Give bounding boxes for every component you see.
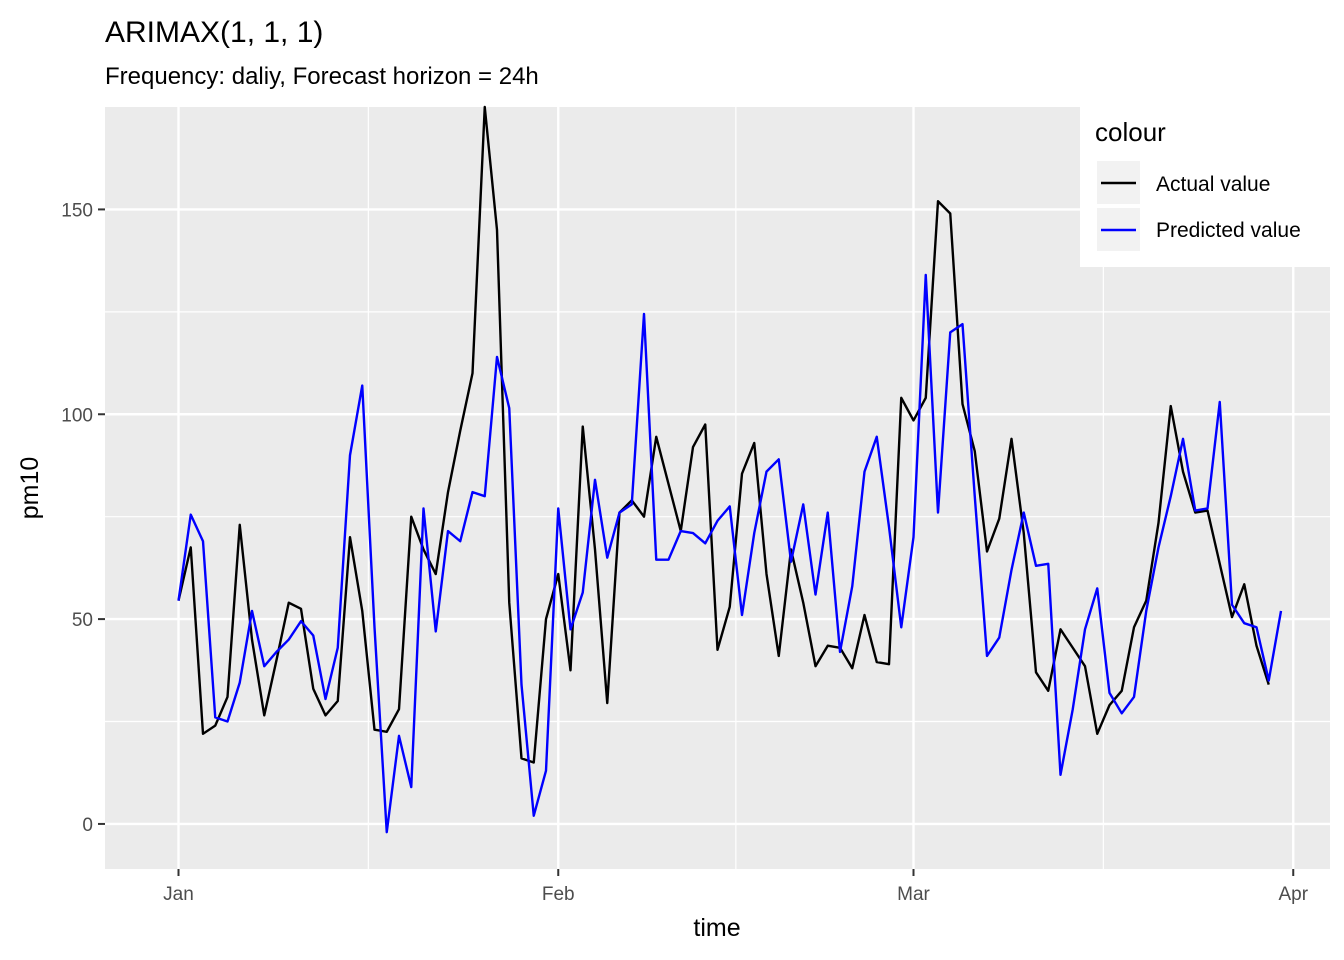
y-tick-label: 50	[72, 610, 93, 631]
x-axis-title: time	[693, 914, 740, 942]
legend-label-predicted: Predicted value	[1156, 219, 1301, 242]
x-tick-label: Mar	[897, 884, 930, 905]
x-tick-label: Jan	[163, 884, 194, 905]
series-lines	[177, 105, 1283, 834]
y-axis: 0 50 100 150	[61, 200, 105, 836]
series-line-predicted	[177, 273, 1283, 834]
y-tick-label: 0	[82, 815, 93, 836]
x-axis: Jan Feb Mar Apr	[163, 869, 1309, 905]
legend-title: colour	[1095, 117, 1166, 147]
series-line-actual	[177, 105, 1270, 764]
y-axis-title: pm10	[16, 457, 44, 520]
legend: colour Actual value Predicted value	[1080, 107, 1344, 267]
x-tick-label: Feb	[542, 884, 575, 905]
y-tick-label: 150	[61, 200, 93, 221]
minor-gridlines	[105, 107, 1330, 869]
chart-title: ARIMAX(1, 1, 1)	[105, 16, 323, 49]
x-tick-label: Apr	[1278, 884, 1308, 905]
legend-label-actual: Actual value	[1156, 173, 1270, 196]
y-tick-label: 100	[61, 405, 93, 426]
chart-subtitle: Frequency: daliy, Forecast horizon = 24h	[105, 63, 539, 90]
